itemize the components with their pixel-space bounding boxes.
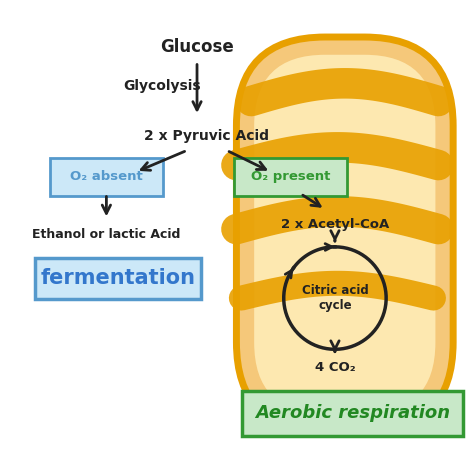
Text: 2 x Pyruvic Acid: 2 x Pyruvic Acid [145,128,269,143]
Text: Aerobic respiration: Aerobic respiration [255,404,450,422]
Text: Ethanol or lactic Acid: Ethanol or lactic Acid [32,228,181,240]
FancyBboxPatch shape [50,158,163,196]
Text: O₂ absent: O₂ absent [70,171,143,183]
Text: 2 x Acetyl-CoA: 2 x Acetyl-CoA [281,218,389,231]
FancyBboxPatch shape [242,391,463,436]
FancyBboxPatch shape [237,37,453,431]
Text: Glucose: Glucose [160,38,234,56]
FancyBboxPatch shape [235,158,347,196]
Text: 4 CO₂: 4 CO₂ [315,361,355,374]
Text: Citric acid
cycle: Citric acid cycle [301,284,368,312]
Text: fermentation: fermentation [41,268,196,288]
Text: O₂ present: O₂ present [251,171,330,183]
FancyBboxPatch shape [35,258,201,299]
Text: Glycolysis: Glycolysis [124,79,201,93]
FancyBboxPatch shape [254,55,436,413]
